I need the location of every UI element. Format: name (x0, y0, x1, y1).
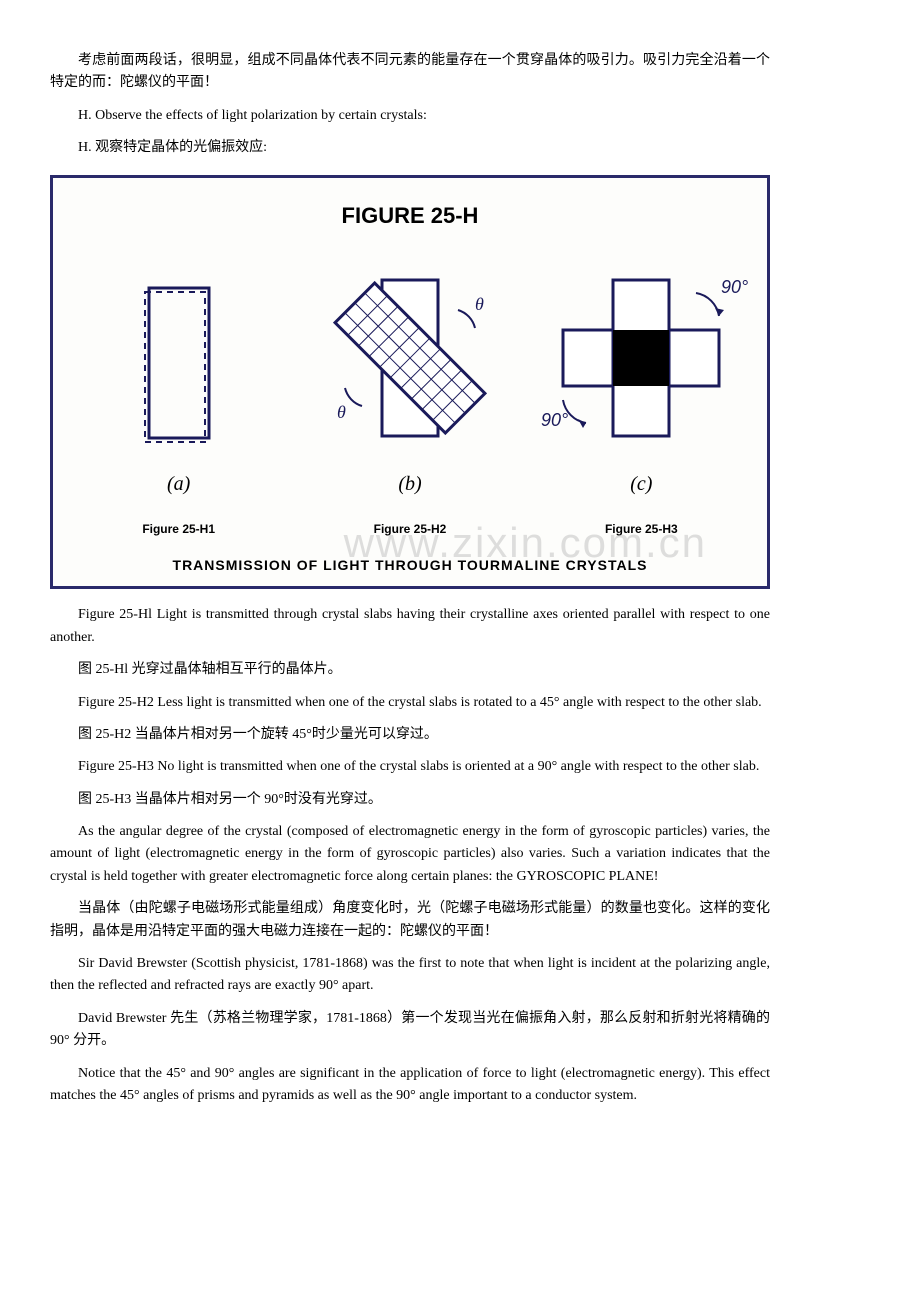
paragraph-4-en: Figure 25-H2 Less light is transmitted w… (50, 692, 770, 714)
paragraph-3-cn: 图 25-Hl 光穿过晶体轴相互平行的晶体片。 (50, 659, 770, 681)
paragraph-6-en: As the angular degree of the crystal (co… (50, 821, 770, 888)
figure-diagram-row: θ θ 90° 90° (63, 258, 757, 458)
figure-title: FIGURE 25-H (63, 198, 757, 233)
sub-letter-c: (c) (526, 468, 757, 500)
figure-25h-container: FIGURE 25-H (50, 175, 770, 590)
paragraph-2-cn: H. 观察特定晶体的光偏振效应: (50, 137, 770, 159)
sub-letter-a: (a) (63, 468, 294, 500)
paragraph-8-en: Notice that the 45° and 90° angles are s… (50, 1063, 770, 1108)
paragraph-6-cn: 当晶体（由陀螺子电磁场形式能量组成）角度变化时，光（陀螺子电磁场形式能量）的数量… (50, 898, 770, 943)
sub-caption-row: Figure 25-H1 Figure 25-H2 Figure 25-H3 (63, 520, 757, 539)
paragraph-2-en: H. Observe the effects of light polariza… (50, 105, 770, 127)
theta-label-bottom: θ (337, 402, 346, 422)
figure-h2-cell: θ θ (294, 258, 525, 458)
sub-caption-2: Figure 25-H2 (294, 520, 525, 539)
figure-main-caption: TRANSMISSION OF LIGHT THROUGH TOURMALINE… (63, 554, 757, 576)
sub-caption-1: Figure 25-H1 (63, 520, 294, 539)
figure-h2-svg: θ θ (295, 258, 525, 458)
angle-label-top: 90° (721, 277, 748, 297)
figure-h3-svg: 90° 90° (526, 258, 756, 458)
angle-label-bottom: 90° (541, 410, 568, 430)
paragraph-5-en: Figure 25-H3 No light is transmitted whe… (50, 756, 770, 778)
sub-caption-3: Figure 25-H3 (526, 520, 757, 539)
paragraph-1-cn: 考虑前面两段话，很明显，组成不同晶体代表不同元素的能量存在一个贯穿晶体的吸引力。… (50, 50, 770, 95)
figure-h1-cell (63, 278, 294, 458)
paragraph-7-en: Sir David Brewster (Scottish physicist, … (50, 953, 770, 998)
figure-h3-cell: 90° 90° (526, 258, 757, 458)
paragraph-3-en: Figure 25-Hl Light is transmitted throug… (50, 604, 770, 649)
paragraph-4-cn: 图 25-H2 当晶体片相对另一个旋转 45°时少量光可以穿过。 (50, 724, 770, 746)
theta-label-top: θ (475, 294, 484, 314)
sub-letter-row: (a) (b) (c) (63, 468, 757, 510)
figure-h1-svg (119, 278, 239, 458)
paragraph-7-cn: David Brewster 先生（苏格兰物理学家，1781-1868）第一个发… (50, 1008, 770, 1053)
paragraph-5-cn: 图 25-H3 当晶体片相对另一个 90°时没有光穿过。 (50, 789, 770, 811)
sub-letter-b: (b) (294, 468, 525, 500)
